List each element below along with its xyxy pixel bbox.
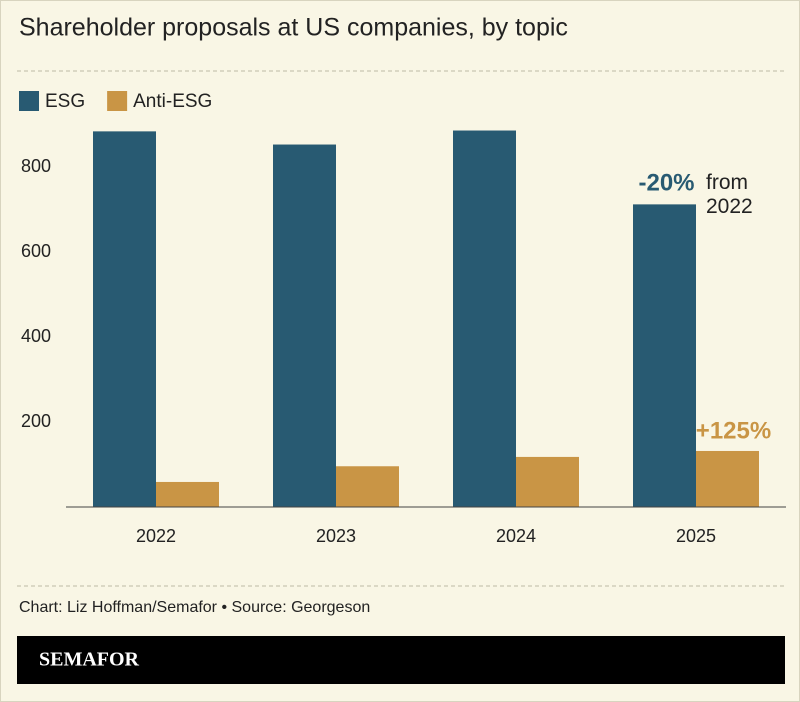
bar [516, 456, 579, 507]
chart-title: Shareholder proposals at US companies, b… [19, 14, 568, 42]
bar [336, 466, 399, 507]
legend-swatch [19, 91, 39, 111]
bar [453, 130, 516, 508]
brand-bar [17, 636, 785, 684]
legend-label: ESG [45, 91, 85, 112]
y-tick-label: 200 [21, 411, 51, 431]
bar [696, 450, 759, 507]
x-tick-label: 2024 [496, 526, 536, 546]
bar [93, 131, 156, 507]
bar [273, 144, 336, 507]
x-tick-label: 2025 [676, 526, 716, 546]
x-tick-label: 2023 [316, 526, 356, 546]
annotation: -20% [638, 170, 694, 197]
annotation: +125% [696, 417, 771, 444]
y-tick-label: 600 [21, 241, 51, 261]
bar [156, 481, 219, 507]
y-tick-label: 400 [21, 326, 51, 346]
brand: SEMAFOR [39, 649, 140, 671]
bar [633, 204, 696, 508]
legend-label: Anti-ESG [133, 91, 212, 112]
legend-swatch [107, 91, 128, 111]
x-tick-label: 2022 [136, 526, 176, 546]
source-note: Chart: Liz Hoffman/Semafor • Source: Geo… [19, 599, 370, 616]
y-tick-label: 800 [21, 156, 51, 176]
annotation-detail: from 2022 [706, 171, 753, 219]
